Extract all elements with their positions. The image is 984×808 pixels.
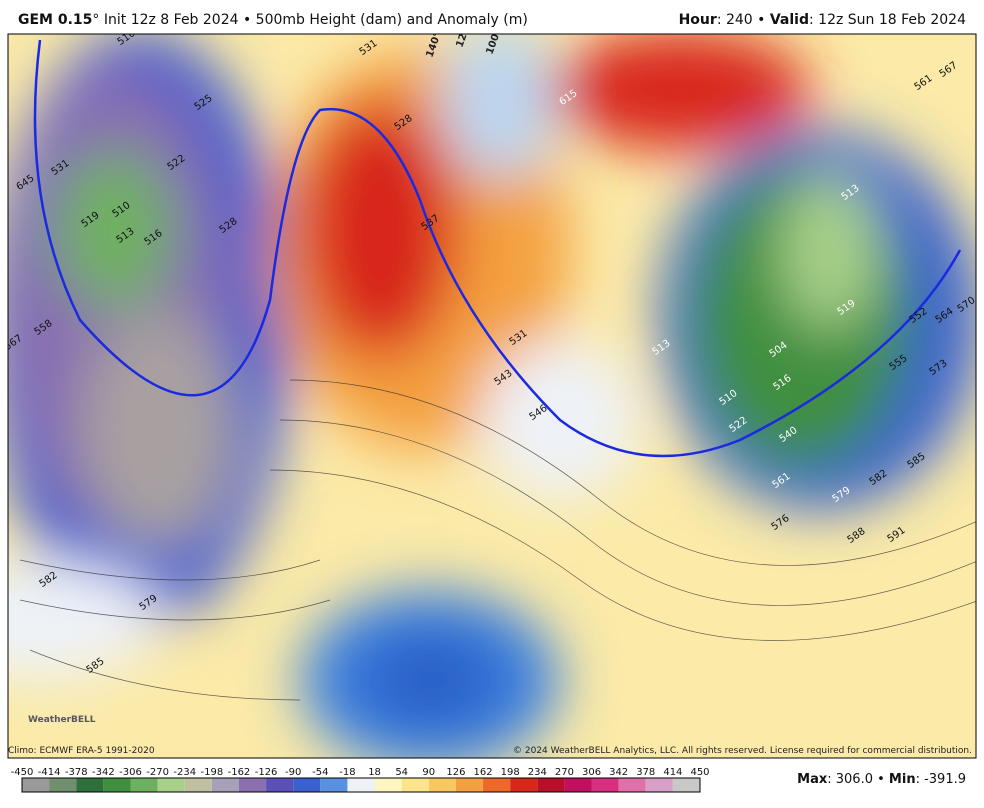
colorbar-tick-label: -90	[285, 767, 301, 778]
title-info: ° Init 12z 8 Feb 2024 • 500mb Height (da…	[92, 12, 528, 28]
colorbar-segment	[184, 778, 212, 792]
min-label: Min	[888, 772, 916, 787]
colorbar-segment	[483, 778, 511, 792]
valid-label: Valid	[769, 12, 809, 28]
valid-time: Hour: 240 • Valid: 12z Sun 18 Feb 2024	[679, 12, 966, 28]
hour-label: Hour	[678, 12, 717, 28]
colorbar-tick-label: 378	[636, 767, 655, 778]
map-frame	[7, 33, 977, 759]
colorbar-segment	[564, 778, 592, 792]
hour-value: : 240 •	[716, 12, 770, 28]
colorbar-segment	[401, 778, 429, 792]
colorbar-segment	[455, 778, 484, 792]
colorbar-segment	[347, 778, 375, 792]
colorbar-segment	[591, 778, 619, 792]
colorbar-tick-label: -342	[92, 767, 115, 778]
colorbar-tick-label: -162	[228, 767, 251, 778]
colorbar-tick-label: -126	[255, 767, 278, 778]
max-value: : 306.0 •	[827, 772, 889, 787]
colorbar-tick-label: 90	[422, 767, 435, 778]
colorbar-tick-label: 198	[501, 767, 520, 778]
colorbar-tick-label: 126	[446, 767, 465, 778]
colorbar-tick-label: -270	[146, 767, 169, 778]
colorbar-segment	[510, 778, 538, 792]
colorbar-segment	[428, 778, 456, 792]
colorbar-tick-label: 414	[663, 767, 682, 778]
climo-note: Climo: ECMWF ERA-5 1991-2020	[8, 746, 155, 756]
colorbar-segment	[266, 778, 294, 792]
colorbar-tick-label: 234	[528, 767, 547, 778]
valid-value: : 12z Sun 18 Feb 2024	[809, 12, 966, 28]
max-label: Max	[797, 772, 828, 787]
colorbar-tick-label: -306	[119, 767, 142, 778]
colorbar-segment	[76, 778, 104, 792]
colorbar-segment	[49, 778, 77, 792]
max-min: Max: 306.0 • Min: -391.9	[797, 772, 966, 787]
colorbar-tick-label: 450	[690, 767, 709, 778]
model: GEM 0.15	[18, 12, 93, 28]
colorbar-tick-label: -198	[200, 767, 223, 778]
colorbar-tick-label: 342	[609, 767, 628, 778]
copyright: © 2024 WeatherBELL Analytics, LLC. All r…	[513, 746, 972, 756]
colorbar-segment	[157, 778, 185, 792]
colorbar-segment	[103, 778, 131, 792]
colorbar-tick-label: -414	[38, 767, 61, 778]
colorbar-tick-label: -18	[339, 767, 355, 778]
colorbar-segment	[320, 778, 348, 792]
min-value: : -391.9	[915, 772, 966, 787]
colorbar-tick-label: -450	[11, 767, 34, 778]
colorbar-segment	[293, 778, 321, 792]
colorbar-segment	[618, 778, 646, 792]
title: GEM 0.15° Init 12z 8 Feb 2024 • 500mb He…	[18, 12, 528, 28]
colorbar-frame	[21, 777, 701, 793]
colorbar-segment	[22, 778, 50, 792]
colorbar-tick-label: -234	[173, 767, 196, 778]
logo: WeatherBELL	[28, 715, 96, 725]
colorbar-tick-label: 270	[555, 767, 574, 778]
colorbar-segment	[672, 778, 700, 792]
colorbar-segment	[211, 778, 239, 792]
colorbar-segment	[238, 778, 267, 792]
colorbar-tick-label: -54	[312, 767, 328, 778]
colorbar-tick-label: 54	[395, 767, 408, 778]
colorbar-tick-label: 162	[473, 767, 492, 778]
colorbar-tick-label: 306	[582, 767, 601, 778]
colorbar-tick-label: 18	[368, 767, 381, 778]
colorbar-segment	[374, 778, 402, 792]
colorbar-tick-label: -378	[65, 767, 88, 778]
colorbar-segment	[537, 778, 565, 792]
colorbar-segment	[645, 778, 673, 792]
colorbar-segment	[130, 778, 158, 792]
